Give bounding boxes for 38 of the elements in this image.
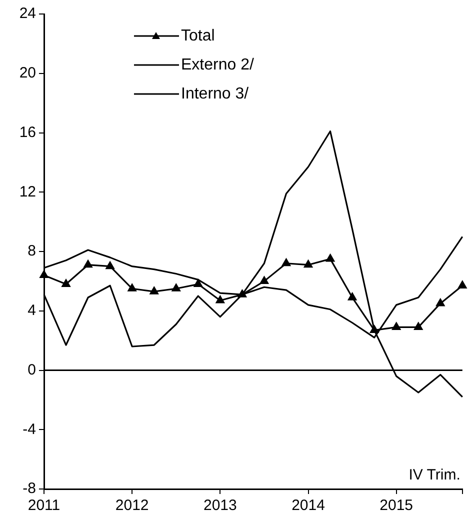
x-tick-label: 2011 xyxy=(28,497,60,514)
point xyxy=(282,258,290,266)
y-tick-label: -8 xyxy=(22,480,36,498)
point xyxy=(216,296,224,304)
y-tick-label: 24 xyxy=(19,5,36,22)
point xyxy=(436,298,445,306)
point xyxy=(150,286,158,294)
y-tick-label: 16 xyxy=(19,124,36,141)
x-tick-label: 2012 xyxy=(115,497,149,514)
point xyxy=(392,322,401,330)
x-tick-label: 2015 xyxy=(380,497,414,514)
point xyxy=(106,262,114,270)
point xyxy=(304,260,313,268)
y-tick-label: 8 xyxy=(28,242,36,260)
point xyxy=(194,279,202,287)
point xyxy=(238,290,246,298)
point xyxy=(370,325,379,333)
point xyxy=(84,260,92,268)
point xyxy=(40,270,48,278)
point xyxy=(348,292,357,300)
annotation: IV Trim. xyxy=(408,466,460,484)
y-tick-label: 20 xyxy=(19,64,36,82)
x-tick-label: 2014 xyxy=(292,497,325,514)
y-tick-label: 0 xyxy=(28,361,36,378)
y-tick-label: 12 xyxy=(19,183,36,200)
point xyxy=(326,254,335,262)
y-tick-label: -4 xyxy=(22,420,36,438)
point xyxy=(128,284,136,292)
legend-label: Interno 3/ xyxy=(181,85,250,102)
y-tick-label: 4 xyxy=(28,302,36,320)
point xyxy=(260,276,268,284)
point xyxy=(414,322,423,330)
point xyxy=(458,280,467,288)
legend-label: Externo 2/ xyxy=(181,56,254,74)
point xyxy=(62,279,70,287)
legend-label: Total xyxy=(181,27,215,44)
point xyxy=(172,284,180,292)
x-tick-label: 2013 xyxy=(203,497,237,514)
